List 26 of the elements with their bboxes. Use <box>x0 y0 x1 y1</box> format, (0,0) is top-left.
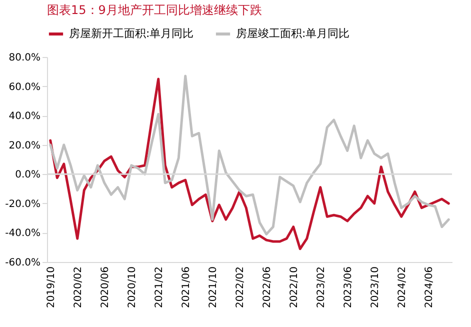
y-tick-label: 0.0% <box>15 170 40 181</box>
y-tick-label: -20.0% <box>5 198 40 210</box>
x-tick-label: 2020/06 <box>100 266 111 308</box>
y-tick-label: -60.0% <box>5 258 40 268</box>
chart-title: 图表15：9月地产开工同比增速继续下跌 <box>47 3 262 17</box>
x-tick-label: 2021/02 <box>154 266 165 308</box>
y-tick-label: -40.0% <box>5 228 40 240</box>
legend-label: 房屋新开工面积:单月同比 <box>69 27 194 40</box>
x-tick-label: 2022/06 <box>262 266 273 308</box>
x-tick-label: 2023/06 <box>342 266 354 308</box>
y-tick-label: 60.0% <box>8 82 40 93</box>
x-tick-label: 2023/10 <box>370 266 381 308</box>
x-tick-label: 2021/06 <box>180 266 192 308</box>
y-tick-label: 20.0% <box>8 140 40 152</box>
y-tick-label: 80.0% <box>8 52 40 64</box>
legend-label: 房屋竣工面积:单月同比 <box>236 27 350 40</box>
x-tick-label: 2021/10 <box>208 266 219 308</box>
x-tick-label: 2019/10 <box>46 266 57 308</box>
x-tick-label: 2022/02 <box>234 266 246 308</box>
y-tick-label: 40.0% <box>8 111 40 122</box>
x-tick-label: 2020/02 <box>72 266 84 308</box>
x-tick-label: 2020/10 <box>126 266 138 308</box>
x-tick-label: 2022/10 <box>288 266 300 308</box>
x-tick-label: 2024/06 <box>424 266 435 308</box>
x-tick-label: 2023/02 <box>316 266 327 308</box>
x-tick-label: 2024/02 <box>396 266 408 308</box>
